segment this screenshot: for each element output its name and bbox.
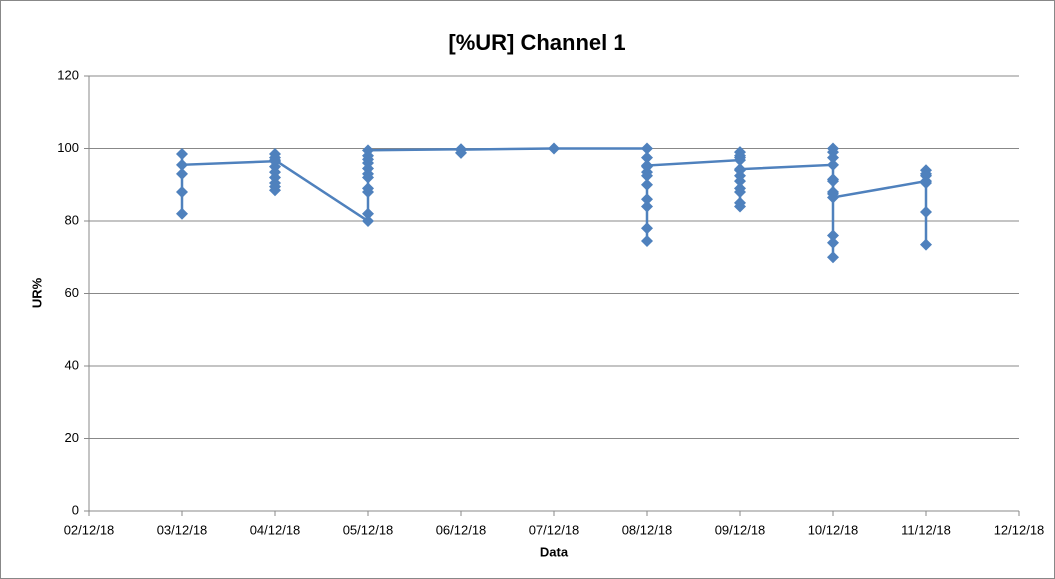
data-marker [920, 238, 932, 251]
x-tick-label: 10/12/18 [808, 522, 859, 537]
data-marker [641, 142, 653, 155]
x-tick-label: 03/12/18 [157, 522, 208, 537]
y-tick-label: 40 [65, 357, 79, 372]
y-tick-label: 120 [57, 67, 79, 82]
x-tick-label: 07/12/18 [529, 522, 580, 537]
data-marker [734, 175, 746, 188]
data-marker [827, 251, 839, 264]
data-marker [920, 169, 932, 182]
data-marker [176, 207, 188, 220]
data-marker [641, 151, 653, 164]
data-marker [641, 159, 653, 172]
data-marker [641, 234, 653, 247]
x-tick-label: 04/12/18 [250, 522, 301, 537]
data-marker [455, 143, 467, 156]
data-marker [176, 147, 188, 160]
y-tick-label: 100 [57, 140, 79, 155]
x-tick-label: 05/12/18 [343, 522, 394, 537]
x-tick-label: 11/12/18 [901, 522, 951, 537]
data-marker [269, 184, 281, 197]
data-marker [734, 186, 746, 198]
data-marker [176, 167, 188, 180]
data-marker [176, 186, 188, 198]
data-marker [827, 236, 839, 249]
x-tick-label: 02/12/18 [64, 522, 115, 537]
y-tick-label: 0 [72, 502, 79, 517]
y-axis-title: UR% [29, 277, 44, 308]
data-marker [827, 229, 839, 242]
x-tick-label: 12/12/18 [994, 522, 1045, 537]
data-marker [362, 182, 374, 195]
data-marker [827, 175, 839, 188]
data-marker [641, 222, 653, 235]
data-marker [827, 151, 839, 164]
x-axis-title: Data [540, 544, 569, 559]
data-marker [734, 151, 746, 164]
x-tick-label: 06/12/18 [436, 522, 487, 537]
data-marker [734, 200, 746, 213]
data-marker [641, 200, 653, 213]
data-marker [641, 169, 653, 182]
data-marker [641, 193, 653, 206]
data-marker [362, 144, 374, 157]
chart-title: [%UR] Channel 1 [448, 30, 625, 55]
data-marker [827, 158, 839, 171]
data-marker [362, 215, 374, 227]
x-tick-label: 09/12/18 [715, 522, 766, 537]
data-marker [176, 158, 188, 171]
y-tick-label: 60 [65, 285, 79, 300]
data-marker [734, 163, 746, 176]
data-marker [362, 207, 374, 220]
y-tick-label: 80 [65, 212, 79, 227]
data-marker [827, 191, 839, 204]
data-marker [920, 176, 932, 189]
x-tick-label: 08/12/18 [622, 522, 673, 537]
data-marker [920, 205, 932, 218]
data-marker [269, 154, 281, 167]
data-marker [641, 178, 653, 191]
data-marker [548, 142, 560, 155]
y-tick-label: 20 [65, 430, 79, 445]
